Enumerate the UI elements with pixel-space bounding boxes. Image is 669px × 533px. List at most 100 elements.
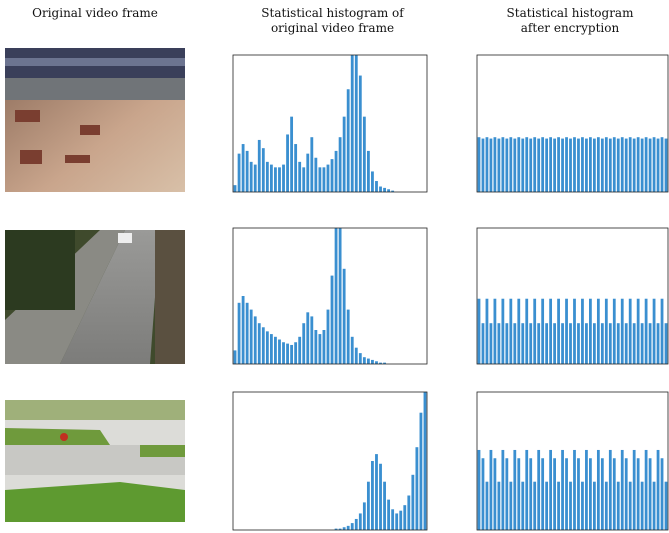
- histogram-bar: [625, 139, 628, 192]
- histogram-bar: [505, 458, 508, 530]
- histogram-bar: [581, 482, 584, 530]
- histogram-bar: [665, 139, 668, 192]
- histogram-bar: [367, 151, 370, 192]
- histogram-bar: [593, 139, 596, 192]
- histogram-bar: [327, 165, 330, 192]
- histogram-bar: [314, 330, 317, 364]
- histogram-bar: [250, 310, 253, 364]
- histogram-bar: [363, 502, 366, 530]
- histogram-bar: [529, 139, 532, 192]
- histogram-bar: [310, 316, 313, 364]
- histogram-bar: [625, 323, 628, 364]
- page: {"column_titles": ["Original video frame…: [0, 0, 669, 533]
- histogram-bar: [657, 323, 660, 364]
- histogram-bar: [613, 299, 616, 364]
- histogram-bar: [641, 482, 644, 530]
- histogram-bar: [541, 137, 544, 192]
- histogram-bar: [363, 357, 366, 364]
- histogram-bar: [331, 159, 334, 192]
- histogram-bar: [661, 299, 664, 364]
- histogram-bar: [597, 137, 600, 192]
- histogram-bar: [246, 303, 249, 364]
- histogram-bar: [665, 323, 668, 364]
- histogram-bar: [371, 171, 374, 192]
- histogram-bar: [355, 55, 358, 192]
- histogram-bar: [294, 144, 297, 192]
- histogram-bar: [501, 137, 504, 192]
- histogram-bar: [645, 299, 648, 364]
- histogram-bar: [589, 137, 592, 192]
- histogram-bar: [347, 526, 350, 530]
- histogram-bar: [521, 482, 524, 530]
- histogram-bar: [609, 139, 612, 192]
- histogram-bar: [486, 299, 489, 364]
- histogram-bar: [521, 323, 524, 364]
- histogram-bar: [609, 323, 612, 364]
- plots: [233, 55, 668, 530]
- histogram-bar: [234, 185, 237, 192]
- histogram-bar: [641, 323, 644, 364]
- histogram-bar: [517, 137, 520, 192]
- histogram-bar: [367, 359, 370, 364]
- histogram-bar: [641, 139, 644, 192]
- histogram-bar: [351, 337, 354, 364]
- histogram-bar: [238, 303, 241, 364]
- histogram-bar: [553, 323, 556, 364]
- histogram-bar: [545, 139, 548, 192]
- histogram-bar: [569, 323, 572, 364]
- histogram-bar: [383, 482, 386, 530]
- histogram-bar: [486, 137, 489, 192]
- histogram-bar: [549, 137, 552, 192]
- histogram-bar: [318, 334, 321, 364]
- histogram-bar: [290, 345, 293, 364]
- histogram-bar: [395, 513, 398, 530]
- histogram-bar: [537, 323, 540, 364]
- photo-park: [5, 400, 185, 522]
- histogram-bar: [331, 276, 334, 364]
- histogram-bar: [318, 167, 321, 192]
- histogram-bar: [621, 299, 624, 364]
- histogram-bar: [482, 458, 485, 530]
- histogram-bar: [286, 134, 289, 192]
- histogram-bar: [274, 337, 277, 364]
- histogram-bar: [565, 299, 568, 364]
- histogram-bar: [262, 148, 265, 192]
- histogram-bar: [494, 137, 497, 192]
- histogram-bar: [478, 450, 481, 530]
- histogram-bar: [294, 342, 297, 364]
- histogram-bar: [529, 323, 532, 364]
- histogram-bar: [597, 450, 600, 530]
- histogram-bar: [351, 523, 354, 530]
- histogram-bar: [565, 458, 568, 530]
- histogram-bar: [482, 139, 485, 192]
- histogram-bar: [327, 310, 330, 364]
- histogram-bar: [557, 299, 560, 364]
- histogram-bar: [323, 330, 326, 364]
- histogram-bar: [242, 296, 245, 364]
- histogram-bar: [497, 482, 500, 530]
- histogram-bar: [557, 482, 560, 530]
- histogram-bar: [553, 458, 556, 530]
- histogram-bar: [545, 323, 548, 364]
- histogram-bar: [605, 137, 608, 192]
- histogram-bar: [533, 482, 536, 530]
- histogram-bar: [649, 323, 652, 364]
- histogram-bar: [621, 450, 624, 530]
- histogram-bar: [290, 117, 293, 192]
- histogram-bar: [375, 361, 378, 364]
- histogram-bar: [335, 151, 338, 192]
- histogram-bar: [577, 323, 580, 364]
- histogram-bar: [657, 450, 660, 530]
- histogram-bar: [424, 392, 427, 530]
- histogram-bar: [581, 137, 584, 192]
- histogram-bar: [306, 312, 309, 364]
- histogram-bar: [569, 139, 572, 192]
- histogram-bar: [545, 482, 548, 530]
- histogram-bar: [407, 496, 410, 531]
- histogram-bar: [609, 450, 612, 530]
- histogram-bar: [391, 509, 394, 530]
- histogram-bar: [323, 167, 326, 192]
- histogram-bar: [649, 458, 652, 530]
- histogram-bar: [339, 137, 342, 192]
- histogram-bar: [601, 323, 604, 364]
